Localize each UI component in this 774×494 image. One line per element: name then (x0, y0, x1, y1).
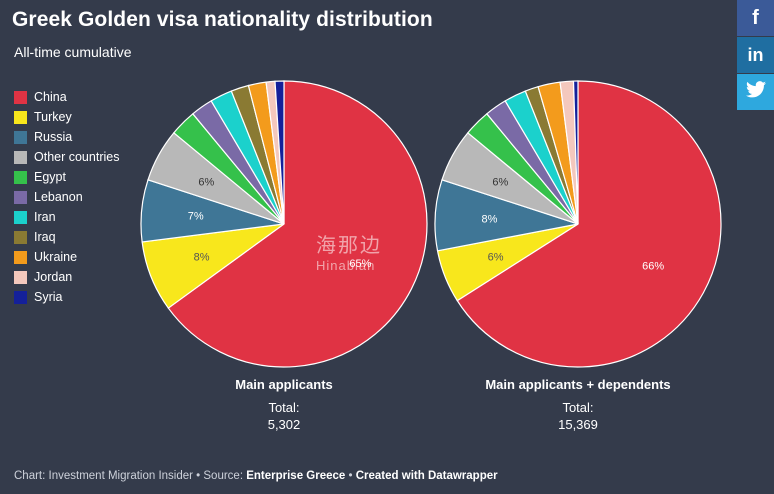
footer-credit: Chart: Investment Migration Insider • So… (14, 470, 247, 482)
legend-item: Egypt (14, 167, 119, 187)
footer-created-with: Created with Datawrapper (355, 470, 498, 482)
legend-item: Ukraine (14, 247, 119, 267)
chart-footer: Chart: Investment Migration Insider • So… (14, 470, 498, 482)
legend-swatch (14, 170, 27, 184)
pie-data-label-dependents: 66% (642, 260, 664, 272)
pie-total-label-main: Total: (268, 400, 300, 415)
legend-item: China (14, 87, 119, 107)
legend-item: Turkey (14, 107, 119, 127)
pie-title-dependents: Main applicants + dependents (485, 377, 671, 392)
pie-slice-dependents-syria[interactable] (572, 80, 579, 225)
legend-swatch (14, 130, 27, 144)
twitter-share-button[interactable] (737, 74, 774, 110)
twitter-icon (745, 80, 766, 104)
watermark-text: 海那边 (316, 235, 382, 257)
pie-data-label-main: 65% (349, 258, 371, 270)
legend: China Turkey Russia Other countries Egypt Leb… (14, 87, 119, 307)
pie-caption-dependents: Main applicants + dependents Total: 15,3… (458, 376, 698, 433)
pie-slice-dependents-china[interactable] (456, 80, 722, 368)
pie-data-label-main: 8% (194, 252, 210, 264)
legend-swatch (14, 270, 27, 284)
legend-label: Jordan (34, 270, 73, 284)
legend-label: Other countries (34, 150, 120, 164)
legend-label: Egypt (34, 170, 66, 184)
legend-item: Iran (14, 207, 119, 227)
legend-swatch (14, 230, 27, 244)
pie-total-main: 5,302 (267, 417, 301, 432)
pie-data-label-main: 6% (198, 176, 214, 188)
legend-swatch (14, 90, 27, 104)
chart-subtitle: All-time cumulative (14, 44, 132, 60)
legend-item: Russia (14, 127, 119, 147)
chart-title: Greek Golden visa nationality distributi… (12, 8, 433, 31)
legend-label: Russia (34, 130, 73, 144)
legend-swatch (14, 150, 27, 164)
legend-label: Ukraine (34, 250, 78, 264)
facebook-share-button[interactable]: f (737, 0, 774, 36)
legend-item: Other countries (14, 147, 119, 167)
legend-swatch (14, 190, 27, 204)
legend-item: Syria (14, 287, 119, 307)
legend-label: Iran (34, 210, 56, 224)
legend-label: Syria (34, 290, 63, 304)
pie-data-label-main: 7% (188, 211, 204, 223)
pie-total-dependents: 15,369 (558, 417, 598, 432)
legend-swatch (14, 110, 27, 124)
watermark: 海那边 Hinabian (316, 229, 382, 273)
legend-label: Lebanon (34, 190, 83, 204)
legend-swatch (14, 250, 27, 264)
legend-item: Iraq (14, 227, 119, 247)
legend-swatch (14, 210, 27, 224)
legend-item: Lebanon (14, 187, 119, 207)
legend-label: Iraq (34, 230, 56, 244)
pie-caption-main: Main applicants Total: 5,302 (164, 376, 404, 433)
pie-title-main: Main applicants (235, 377, 333, 392)
pie-data-label-dependents: 6% (492, 176, 508, 188)
share-bar: f in (737, 0, 774, 111)
pie-data-label-dependents: 8% (482, 213, 498, 225)
facebook-icon: f (752, 6, 759, 29)
linkedin-icon: in (747, 44, 764, 65)
pie-data-label-dependents: 6% (488, 252, 504, 264)
footer-separator: • (345, 470, 356, 482)
linkedin-share-button[interactable]: in (737, 37, 774, 73)
footer-source: Enterprise Greece (246, 470, 346, 482)
pie-slice-main-syria[interactable] (274, 80, 285, 225)
pie-slice-main-china[interactable] (167, 80, 428, 368)
pie-total-label-dependents: Total: (562, 400, 594, 415)
legend-swatch (14, 290, 27, 304)
legend-label: China (34, 90, 67, 104)
legend-item: Jordan (14, 267, 119, 287)
legend-label: Turkey (34, 110, 72, 124)
watermark-subtext: Hinabian (316, 258, 376, 273)
